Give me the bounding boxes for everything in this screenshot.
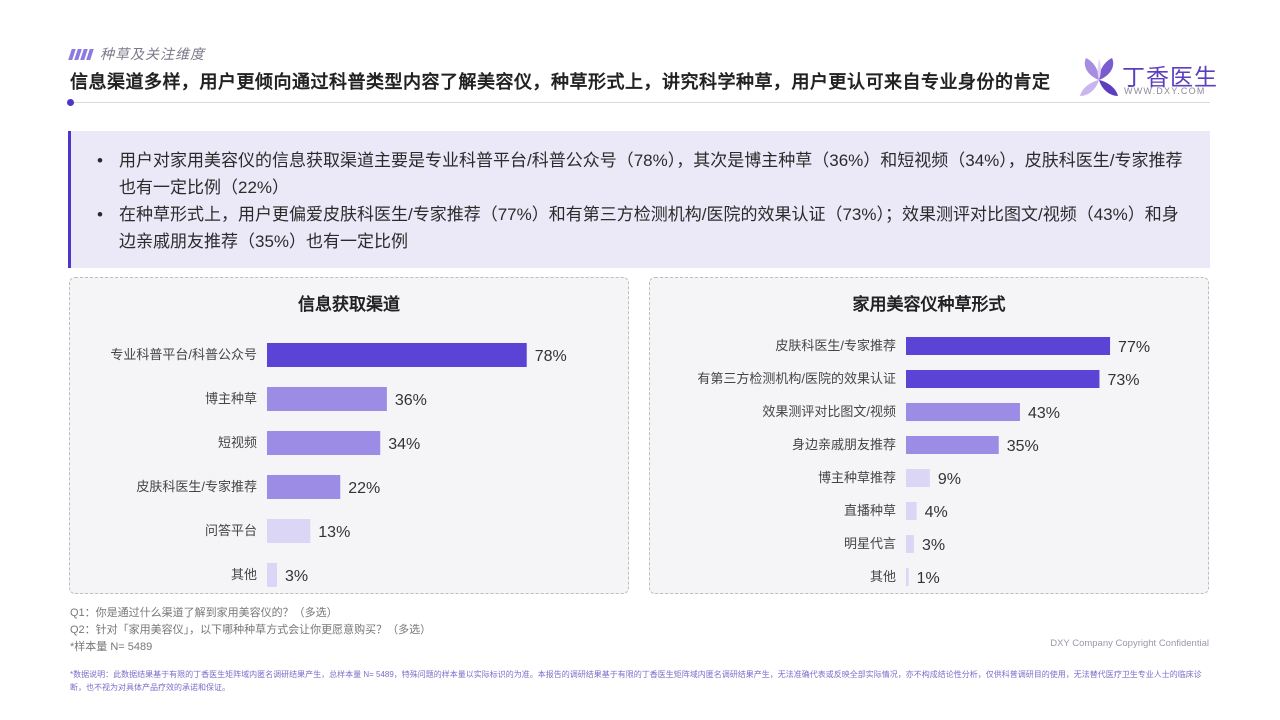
category-label: 短视频	[218, 435, 257, 450]
summary-bullet: 用户对家用美容仪的信息获取渠道主要是专业科普平台/科普公众号（78%），其次是博…	[95, 147, 1186, 201]
data-label: 3%	[285, 568, 308, 585]
chart-title: 家用美容仪种草形式	[852, 295, 1006, 314]
data-label: 43%	[1028, 405, 1060, 422]
bar	[906, 568, 909, 586]
summary-box: 用户对家用美容仪的信息获取渠道主要是专业科普平台/科普公众号（78%），其次是博…	[68, 131, 1210, 268]
header-divider	[67, 99, 1210, 106]
data-label: 78%	[535, 348, 567, 365]
category-label: 直播种草	[844, 503, 896, 518]
bar	[267, 475, 341, 499]
data-label: 22%	[348, 480, 380, 497]
category-label: 其他	[231, 567, 257, 582]
disclaimer: *数据说明：此数据结果基于有限的丁香医生矩阵域内匿名调研结果产生，总样本量 N=…	[70, 670, 1202, 692]
logo-text: 丁香医生	[1122, 64, 1218, 90]
category-label: 身边亲戚朋友推荐	[792, 437, 896, 452]
question-1: Q1：你是通过什么渠道了解到家用美容仪的？（多选）	[70, 607, 338, 619]
logo-url: WWW.DXY.COM	[1124, 86, 1206, 96]
category-label: 博主种草	[205, 391, 257, 406]
data-label: 13%	[318, 524, 350, 541]
bar	[906, 535, 914, 553]
page-headline: 信息渠道多样，用户更倾向通过科普类型内容了解美容仪，种草形式上，讲究科学种草，用…	[70, 72, 1051, 92]
bar	[906, 403, 1020, 421]
category-label: 博主种草推荐	[818, 470, 896, 485]
category-label: 皮肤科医生/专家推荐	[775, 338, 896, 353]
data-label: 36%	[395, 392, 427, 409]
bar	[906, 436, 999, 454]
bar	[906, 502, 917, 520]
channel-chart-panel: 信息获取渠道 专业科普平台/科普公众号 78% 博主种草 36% 短视频 34% 皮肤科医生…	[69, 277, 629, 594]
grass-form-bar-chart: 皮肤科医生/专家推荐 77% 有第三方检测机构/医院的效果认证 73% 效果测评对比图文…	[697, 337, 1150, 587]
data-label: 77%	[1118, 339, 1150, 356]
data-label: 35%	[1007, 438, 1039, 455]
data-label: 1%	[917, 570, 940, 587]
flower-logo-icon	[1080, 58, 1118, 96]
category-label: 有第三方检测机构/医院的效果认证	[697, 371, 896, 386]
category-label: 皮肤科医生/专家推荐	[136, 479, 257, 494]
section-tag-label: 种草及关注维度	[100, 46, 205, 62]
grass-form-chart-panel: 家用美容仪种草形式 皮肤科医生/专家推荐 77% 有第三方检测机构/医院的效果认证 7…	[649, 277, 1209, 594]
section-tag: 种草及关注维度	[68, 44, 205, 64]
data-label: 73%	[1107, 372, 1139, 389]
category-label: 效果测评对比图文/视频	[762, 404, 896, 419]
data-label: 34%	[388, 436, 420, 453]
bar	[906, 469, 930, 487]
copyright: DXY Company Copyright Confidential	[1050, 638, 1209, 649]
sample-size: *样本量 N= 5489	[70, 641, 153, 653]
question-2: Q2：针对「家用美容仪」，以下哪种种草方式会让你更愿意购买？（多选）	[70, 624, 432, 636]
section-stripes-icon	[68, 48, 94, 60]
data-label: 9%	[938, 471, 961, 488]
channel-bar-chart: 专业科普平台/科普公众号 78% 博主种草 36% 短视频 34% 皮肤科医生/专家推荐 22…	[110, 343, 567, 587]
bar	[267, 387, 387, 411]
bar	[906, 370, 1100, 388]
category-label: 其他	[870, 569, 896, 584]
summary-bullet: 在种草形式上，用户更偏爱皮肤科医生/专家推荐（77%）和有第三方检测机构/医院的…	[95, 201, 1186, 255]
bar	[267, 563, 277, 587]
data-label: 3%	[922, 537, 945, 554]
dxy-logo: 丁香医生 WWW.DXY.COM	[1078, 56, 1217, 100]
bar	[906, 337, 1111, 355]
bar	[267, 343, 527, 367]
category-label: 问答平台	[205, 523, 257, 538]
category-label: 专业科普平台/科普公众号	[110, 347, 257, 362]
data-label: 4%	[925, 504, 948, 521]
bar	[267, 431, 381, 455]
question-notes: Q1：你是通过什么渠道了解到家用美容仪的？（多选） Q2：针对「家用美容仪」，以…	[70, 605, 431, 656]
chart-title: 信息获取渠道	[298, 295, 400, 314]
category-label: 明星代言	[844, 536, 896, 551]
bar	[267, 519, 311, 543]
